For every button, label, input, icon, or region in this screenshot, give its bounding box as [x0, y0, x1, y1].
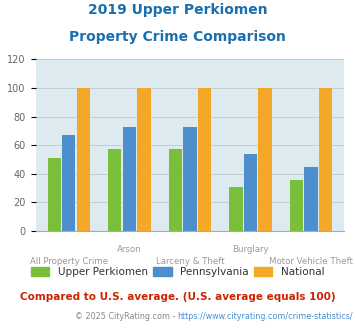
Text: Property Crime Comparison: Property Crime Comparison	[69, 30, 286, 44]
Bar	[183, 127, 197, 231]
Text: Burglary: Burglary	[232, 245, 269, 254]
Text: Compared to U.S. average. (U.S. average equals 100): Compared to U.S. average. (U.S. average …	[20, 292, 335, 302]
Bar	[198, 88, 211, 231]
Bar	[169, 149, 182, 231]
Bar	[77, 88, 90, 231]
Text: Motor Vehicle Theft: Motor Vehicle Theft	[269, 257, 353, 266]
Text: 2019 Upper Perkiomen: 2019 Upper Perkiomen	[88, 3, 267, 17]
Text: © 2025 CityRating.com -: © 2025 CityRating.com -	[75, 312, 178, 321]
Bar	[137, 88, 151, 231]
Bar	[48, 158, 61, 231]
Bar	[304, 167, 318, 231]
Bar	[229, 187, 242, 231]
Bar	[108, 149, 121, 231]
Bar	[258, 88, 272, 231]
Text: Larceny & Theft: Larceny & Theft	[155, 257, 224, 266]
Bar	[123, 127, 136, 231]
Legend: Upper Perkiomen, Pennsylvania, National: Upper Perkiomen, Pennsylvania, National	[26, 263, 329, 281]
Text: All Property Crime: All Property Crime	[30, 257, 108, 266]
Bar	[244, 154, 257, 231]
Bar	[62, 135, 76, 231]
Bar	[319, 88, 332, 231]
Bar	[290, 180, 303, 231]
Text: https://www.cityrating.com/crime-statistics/: https://www.cityrating.com/crime-statist…	[178, 312, 353, 321]
Text: Arson: Arson	[117, 245, 142, 254]
